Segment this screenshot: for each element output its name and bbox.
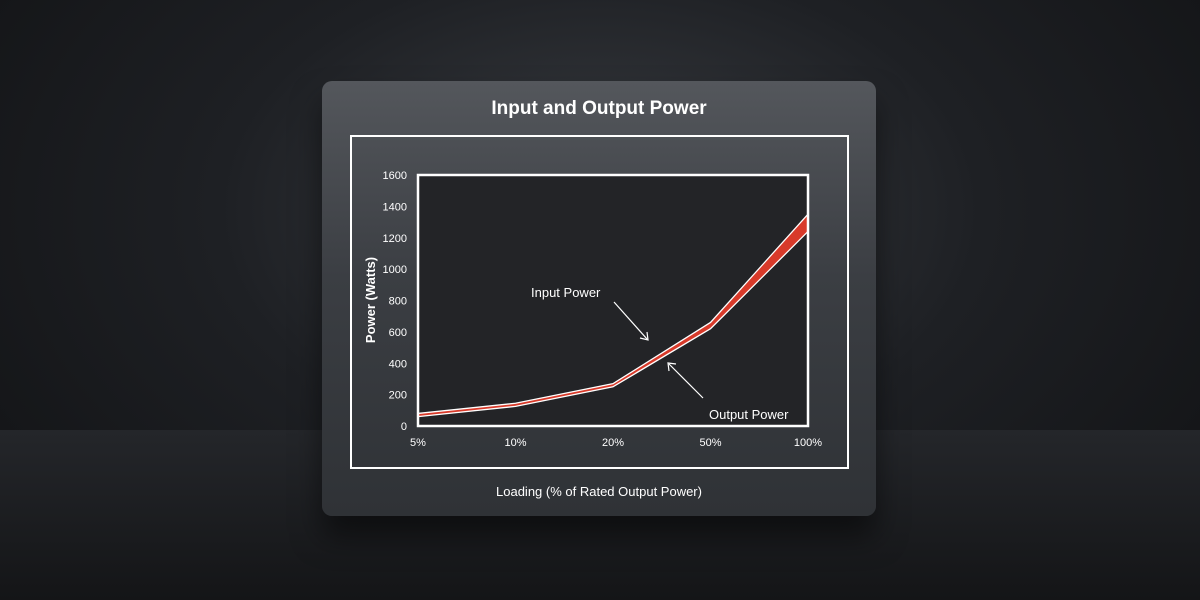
y-tick-label: 1000 (383, 264, 407, 276)
x-tick-label: 100% (794, 437, 822, 449)
plot-area (418, 175, 808, 426)
y-axis-label: Power (Watts) (363, 257, 378, 343)
y-tick-label: 600 (389, 327, 407, 339)
y-tick-label: 200 (389, 390, 407, 402)
x-tick-label: 5% (410, 437, 426, 449)
plot-border (416, 173, 810, 428)
annotation-input-power: Input Power (531, 285, 601, 300)
x-axis-label: Loading (% of Rated Output Power) (496, 484, 702, 499)
chart-title: Input and Output Power (491, 98, 707, 119)
output-arrow (668, 363, 704, 399)
x-tick-label: 20% (602, 437, 624, 449)
y-tick-label: 800 (389, 296, 407, 308)
y-tick-label: 1600 (383, 170, 407, 182)
x-tick-label: 10% (504, 437, 526, 449)
outer-frame (350, 135, 849, 469)
y-tick-label: 1200 (383, 233, 407, 245)
input-arrow (613, 301, 648, 340)
output-arrowhead (667, 362, 677, 372)
y-tick-label: 1400 (383, 201, 407, 213)
y-tick-label: 0 (401, 421, 407, 433)
input-arrowhead (639, 331, 649, 341)
annotation-output-power: Output Power (709, 407, 789, 422)
x-tick-label: 50% (699, 437, 721, 449)
y-tick-label: 400 (389, 358, 407, 370)
